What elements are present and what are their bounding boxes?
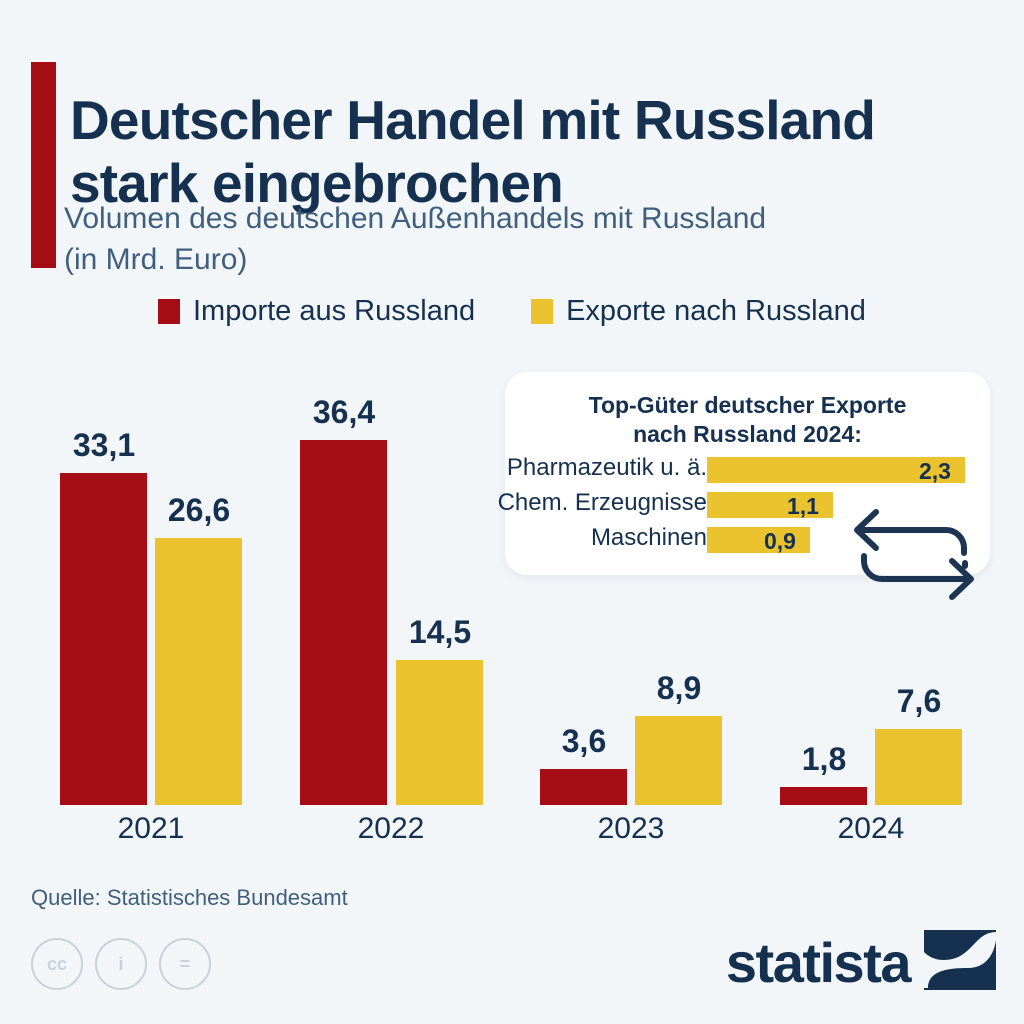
source-note: Quelle: Statistisches Bundesamt (31, 885, 348, 910)
inset-card-title-line-1: Top-Güter deutscher Exporte (588, 392, 907, 418)
bar-value-imports-2023: 3,6 (561, 723, 607, 759)
inset-row-value: 0,9 (764, 528, 796, 554)
page-subtitle-line-2: (in Mrd. Euro) (64, 243, 248, 277)
x-axis-label-2023: 2023 (597, 812, 665, 845)
cc-icon: cc (31, 938, 83, 990)
page-subtitle-line-1: Volumen des deutschen Außenhandels mit R… (64, 202, 767, 235)
bar-exports-2022 (396, 660, 483, 805)
inset-row-bar (707, 457, 965, 483)
bar-value-imports-2021: 33,1 (72, 427, 136, 463)
page-title-line-1: Deutscher Handel mit Russland (70, 88, 876, 151)
bar-imports-2022 (300, 440, 387, 805)
x-axis-label-2024: 2024 (837, 812, 905, 845)
inset-row-value: 1,1 (787, 493, 819, 519)
page-subtitle: Volumen des deutschen Außenhandels mit R… (64, 198, 964, 280)
legend-swatch-icon-imports (158, 299, 180, 324)
inset-card-title: Top-Güter deutscher Exporte nach Russlan… (505, 391, 990, 450)
legend-swatch-icon-exports (531, 299, 554, 324)
chart-legend: Importe aus Russland Exporte nach Russla… (158, 297, 866, 326)
bar-value-exports-2022: 14,5 (408, 614, 472, 650)
bar-exports-2024 (875, 729, 962, 805)
nd-no-derivatives-icon: = (159, 938, 211, 990)
bar-imports-2023 (540, 769, 627, 805)
inset-card-title-line-2: nach Russland 2024: (633, 421, 862, 448)
legend-item-imports: Importe aus Russland (158, 297, 475, 326)
inset-row: Maschinen 0,9 (505, 524, 990, 554)
inset-row-bar (707, 492, 833, 518)
inset-row-label: Chem. Erzeugnisse (497, 489, 707, 516)
inset-row: Pharmazeutik u. ä. 2,3 (505, 454, 990, 484)
bar-value-exports-2021: 26,6 (167, 492, 231, 528)
inset-card-top-goods: Top-Güter deutscher Exporte nach Russlan… (498, 372, 990, 575)
statista-wordmark: statista (725, 930, 912, 994)
by-attribution-icon: i (95, 938, 147, 990)
statista-logo: statista (726, 930, 996, 995)
bar-value-exports-2023: 8,9 (656, 670, 702, 706)
page-title-line-2: stark eingebrochen (70, 151, 564, 214)
bar-imports-2024 (780, 787, 867, 805)
legend-item-exports: Exporte nach Russland (531, 297, 866, 326)
bar-value-imports-2024: 1,8 (801, 741, 847, 777)
title-accent-bar (31, 62, 56, 268)
legend-label-imports: Importe aus Russland (193, 295, 476, 327)
inset-row-label: Maschinen (590, 524, 707, 551)
bar-exports-2023 (635, 716, 722, 805)
license-icons: cc i = (31, 938, 211, 990)
inset-row: Chem. Erzeugnisse 1,1 (498, 489, 990, 519)
page-title: Deutscher Handel mit Russland stark eing… (70, 89, 1000, 214)
bar-value-exports-2024: 7,6 (896, 683, 942, 719)
bar-exports-2021 (155, 538, 242, 805)
inset-row-bar (707, 527, 810, 553)
inset-row-value: 2,3 (919, 458, 951, 484)
inset-row-label: Pharmazeutik u. ä. (506, 454, 707, 481)
bar-imports-2021 (60, 473, 147, 805)
statista-mark-icon (924, 930, 996, 995)
legend-label-exports: Exporte nach Russland (566, 295, 866, 327)
bar-value-imports-2022: 36,4 (312, 394, 376, 430)
x-axis-label-2022: 2022 (357, 812, 425, 845)
x-axis-label-2021: 2021 (117, 812, 185, 845)
swap-arrows-icon (848, 503, 980, 603)
